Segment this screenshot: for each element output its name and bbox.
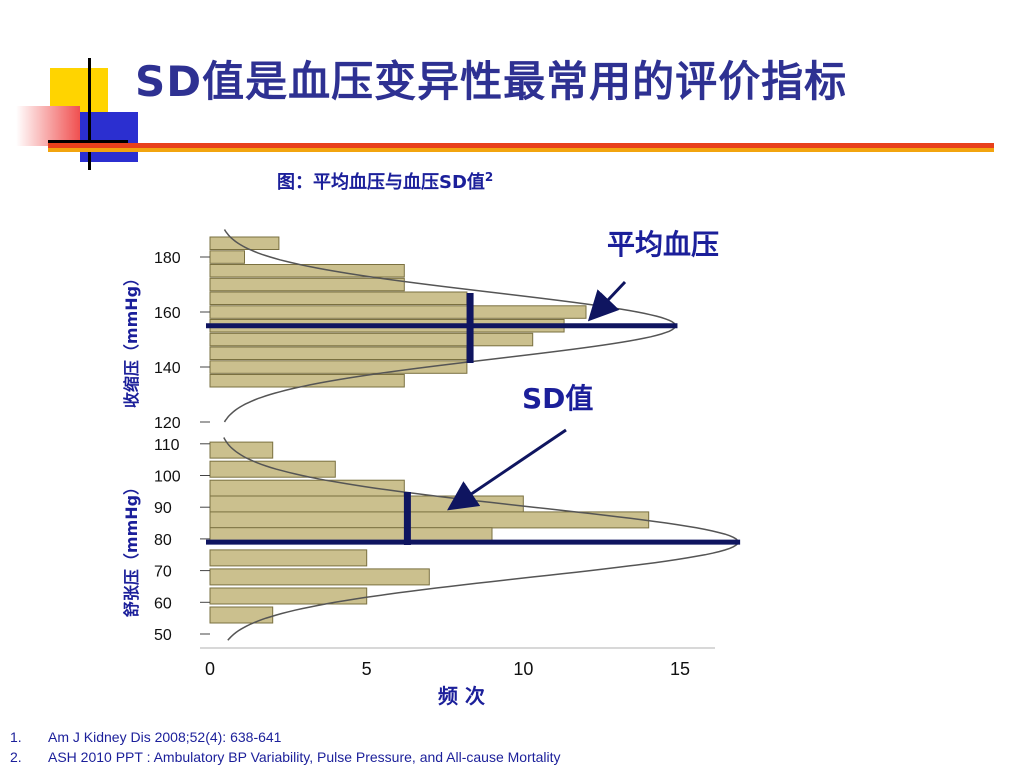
- reference-number: 1.: [10, 729, 22, 745]
- y-tick-label: 60: [154, 595, 172, 612]
- histogram-bar: [209, 495, 524, 513]
- y-tick-label: 90: [154, 500, 172, 517]
- histogram-bar: [209, 606, 274, 624]
- histogram-bar: [209, 511, 650, 529]
- reference-item: 2. ASH 2010 PPT : Ambulatory BP Variabili…: [10, 747, 561, 767]
- histogram-bar: [209, 291, 468, 305]
- x-tick-label: 5: [362, 659, 372, 679]
- y-tick-label: 100: [154, 469, 181, 486]
- reference-text: Am J Kidney Dis 2008;52(4): 638-641: [48, 729, 282, 745]
- histogram-bar: [209, 346, 468, 360]
- histogram-bar: [209, 277, 405, 292]
- title-divider: [48, 143, 994, 148]
- y-tick-label: 140: [154, 360, 181, 377]
- y-tick-label: 80: [154, 532, 172, 549]
- sd-value-callout: SD值: [522, 382, 594, 415]
- histogram-bar: [209, 236, 280, 250]
- sd-callout-arrow: [447, 428, 567, 511]
- figure-caption-text: 图：平均血压与血压SD值: [277, 172, 485, 193]
- reference-text: ASH 2010 PPT : Ambulatory BP Variability…: [48, 749, 561, 765]
- title-divider-accent: [48, 148, 994, 152]
- histogram-bar: [209, 587, 368, 605]
- x-tick-label: 15: [670, 659, 690, 679]
- figure-caption: 图：平均血压与血压SD值2: [277, 168, 493, 194]
- histogram-bar: [209, 332, 534, 347]
- reference-item: 1. Am J Kidney Dis 2008;52(4): 638-641: [10, 727, 561, 747]
- y-tick-label: 180: [154, 250, 181, 267]
- histogram-bar: [209, 441, 274, 459]
- references: 1. Am J Kidney Dis 2008;52(4): 638-641 2.…: [10, 727, 561, 767]
- y-tick-label: 160: [154, 305, 181, 322]
- y-tick-label: 50: [154, 627, 172, 644]
- y-tick-label: 110: [154, 437, 180, 454]
- x-axis-label: 频 次: [438, 684, 485, 708]
- x-tick-label: 10: [513, 659, 533, 679]
- y-tick-label: 120: [154, 415, 181, 432]
- histogram-bar: [209, 250, 245, 264]
- histogram-bar: [209, 305, 587, 319]
- histogram-bar: [209, 568, 430, 586]
- reference-number: 2.: [10, 749, 22, 765]
- mean-callout-arrow: [587, 280, 627, 322]
- distribution-curve: [223, 437, 739, 641]
- histogram-bar: [209, 549, 368, 567]
- figure-caption-superscript: 2: [484, 170, 494, 184]
- page-title: SD值是血压变异性最常用的评价指标: [135, 57, 848, 106]
- histogram-bar: [209, 460, 336, 478]
- x-tick-label: 0: [205, 659, 215, 679]
- y-tick-label: 70: [154, 564, 172, 581]
- mean-bp-callout: 平均血压: [607, 228, 720, 261]
